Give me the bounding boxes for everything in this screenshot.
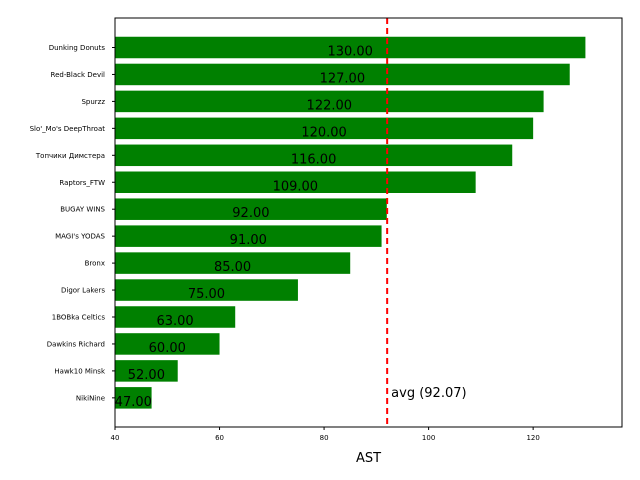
- bar: [115, 360, 178, 382]
- bar-value-label: 130.00: [327, 45, 373, 60]
- y-tick-label: Digor Lakers: [61, 287, 105, 295]
- bar: [115, 306, 236, 328]
- y-tick-label: Dawkins Richard: [47, 340, 105, 348]
- bar: [115, 198, 387, 220]
- bar: [115, 225, 382, 247]
- bar-value-label: 127.00: [320, 71, 366, 86]
- bar-value-label: 122.00: [307, 98, 353, 113]
- bar: [115, 171, 476, 193]
- y-tick-label: NikiNine: [76, 394, 105, 402]
- bar: [115, 387, 152, 409]
- plot-frame: [114, 17, 623, 428]
- y-axis-ticks: Dunking Donuts Red-Black Devil Spurzz Slo'_…: [30, 44, 115, 402]
- bar: [115, 36, 586, 59]
- bar: [115, 117, 534, 140]
- x-tick-label: 120: [526, 434, 539, 442]
- y-tick-label: Spurzz: [81, 98, 105, 106]
- bar-value-label: 85.00: [214, 260, 251, 275]
- average-label: avg (92.07): [391, 386, 466, 401]
- bar-labels-group: 130.00 127.00 122.00 120.00 116.00 109.00 92.0…: [115, 45, 373, 410]
- x-tick-label: 80: [320, 434, 329, 442]
- bar-value-label: 91.00: [230, 233, 267, 248]
- bar: [115, 63, 570, 86]
- bar-value-label: 52.00: [128, 368, 165, 383]
- bar-value-label: 63.00: [156, 314, 193, 329]
- y-tick-label: Slo'_Mo's DeepThroat: [30, 125, 106, 133]
- bar-value-label: 60.00: [149, 341, 186, 356]
- x-axis-title: AST: [356, 451, 381, 466]
- bar-value-label: 92.00: [232, 206, 269, 221]
- y-tick-label: 1BOBka Celtics: [52, 314, 106, 322]
- bar-value-label: 116.00: [291, 152, 337, 167]
- bar: [115, 279, 298, 301]
- y-tick-label: Hawk10 Minsk: [54, 367, 106, 375]
- y-tick-label: Bronx: [85, 260, 105, 268]
- bar-value-label: 47.00: [115, 395, 152, 410]
- bar: [115, 333, 220, 355]
- x-tick-label: 100: [422, 434, 435, 442]
- bar-value-label: 120.00: [301, 125, 347, 140]
- bar-value-label: 109.00: [273, 179, 319, 194]
- bars-group: [115, 36, 586, 409]
- bar: [115, 90, 544, 113]
- y-tick-label: Raptors_FTW: [59, 179, 105, 187]
- x-tick-label: 40: [111, 434, 120, 442]
- y-tick-label: MAGI's YODAS: [55, 233, 105, 241]
- y-tick-label: BUGAY WINS: [60, 206, 105, 214]
- x-tick-label: 60: [215, 434, 224, 442]
- y-tick-label: Dunking Donuts: [49, 44, 106, 52]
- bar: [115, 144, 513, 167]
- bar-value-label: 75.00: [188, 287, 225, 302]
- y-tick-label: Топчики Димстера: [35, 152, 105, 160]
- y-tick-label: Red-Black Devil: [51, 71, 106, 79]
- bar: [115, 252, 351, 274]
